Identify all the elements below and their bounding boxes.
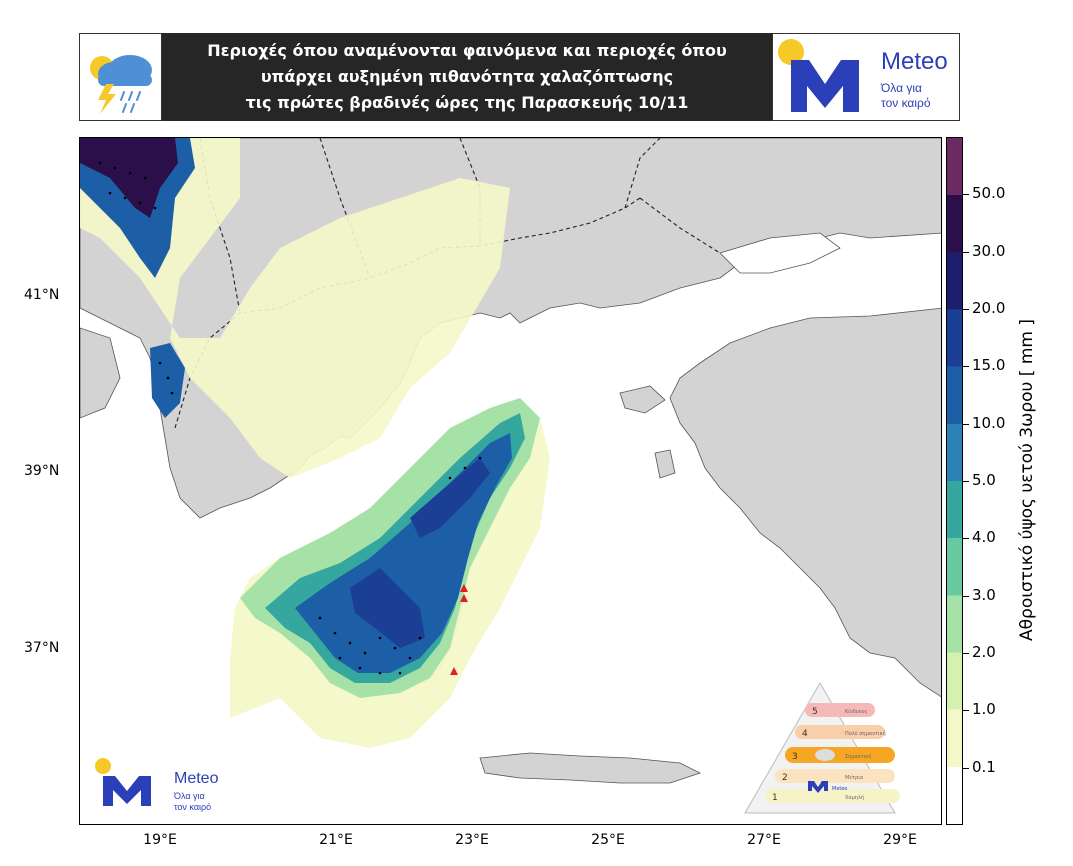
meteo-logo: Meteo Όλα για τον καιρό (772, 33, 960, 121)
lon-label-25e: 25°E (591, 832, 625, 848)
colorbar-tick-mark (963, 366, 969, 368)
colorbar-tick-mark (963, 423, 969, 425)
chios-island (654, 449, 676, 479)
extreme-rain-core-1 (410, 458, 490, 538)
colorbar-tick-label: 3.0 (972, 585, 996, 604)
colorbar-tick-label: 5.0 (972, 471, 996, 489)
italy-heel (80, 327, 121, 419)
scale-label-2: Πολύ σημαντική (845, 730, 886, 737)
colorbar-tick-label: 2.0 (972, 643, 996, 661)
scale-level-1: 1 (772, 793, 778, 803)
title-line-1: Περιοχές όπου αναμένονται φαινόμενα και … (207, 41, 727, 60)
lat-label-37n: 37°N (24, 640, 60, 656)
logo-tagline-2: τον καιρό (881, 96, 931, 110)
colorbar-tick-mark (963, 481, 969, 482)
scale-level-4: 4 (802, 729, 808, 739)
colorbar-tick-mark (963, 194, 969, 196)
colorbar-tick-label: 0.1 (972, 757, 996, 776)
crete-island (479, 752, 702, 784)
colorbar-tick-label: 15.0 (972, 356, 1006, 375)
turkey-anatolia (669, 307, 941, 698)
title-line-3: τις πρώτες βραδινές ώρες της Παρασκευής … (245, 93, 689, 112)
lesvos-island (619, 385, 666, 414)
colorbar-tick-mark (963, 538, 969, 540)
scale-level-2: 2 (782, 773, 788, 783)
ionian-rain-cell (150, 343, 185, 418)
colorbar-tick-mark (963, 653, 969, 654)
light-rain-area-west (80, 138, 510, 478)
colorbar-tick-label: 10.0 (972, 413, 1006, 432)
precipitation-map: 5 4 3 2 1 Κίνδυνος Πολύ σημαντική Σημαντ… (79, 137, 942, 825)
thunderstorm-cloud-icon (90, 55, 152, 114)
colorbar-tick-mark (963, 710, 969, 712)
lon-label-23e: 23°E (455, 832, 489, 848)
hail-probability-dots (98, 161, 482, 675)
scale-label-1: Κίνδυνος (845, 708, 868, 715)
scale-label-4: Μέτρια (845, 774, 864, 781)
map-logo-brand: Meteo (174, 770, 219, 787)
scale-meteo-logo-icon (808, 781, 828, 793)
colorbar-tick-mark (963, 251, 969, 253)
map-meteo-logo-icon (95, 758, 151, 806)
colorbar-title: Αθροιστικό ύψος υετού 3ωρου [ mm ] (1017, 319, 1037, 641)
map-logo-tagline-2: τον καιρό (174, 802, 212, 812)
colorbar-tick-mark (963, 767, 969, 769)
hail-markers (450, 584, 468, 675)
meteo-m-logo-icon (778, 39, 859, 112)
lat-label-41n: 41°N (24, 287, 60, 303)
logo-brand: Meteo (881, 48, 948, 75)
lon-label-27e: 27°E (747, 832, 781, 848)
lon-label-29e: 29°E (883, 832, 917, 848)
scale-level-3: 3 (792, 752, 798, 762)
colorbar-tick-mark (963, 595, 969, 597)
scale-level-5: 5 (812, 707, 818, 717)
precipitation-colorbar (946, 137, 963, 825)
lat-label-39n: 39°N (24, 463, 60, 479)
scale-label-3: Σημαντική (845, 753, 871, 760)
colorbar-tick-label: 20.0 (972, 299, 1006, 317)
weather-icon-box (79, 33, 162, 121)
lon-label-21e: 21°E (319, 832, 353, 848)
colorbar-tick-mark (963, 309, 969, 310)
scale-logo-text: Meteo (832, 786, 848, 792)
colorbar-tick-label: 50.0 (972, 184, 1006, 203)
lon-label-19e: 19°E (143, 832, 177, 848)
scale-cloud-icon (815, 749, 835, 761)
colorbar-tick-label: 30.0 (972, 241, 1006, 260)
extreme-rain-core-2 (350, 568, 425, 648)
title-line-2: υπάρχει αυξημένη πιθανότητα χαλαζόπτωσης (260, 67, 674, 86)
precipitation-fields (80, 138, 550, 748)
map-title: Περιοχές όπου αναμένονται φαινόμενα και … (162, 33, 772, 121)
logo-tagline-1: Όλα για (881, 81, 922, 95)
scale-label-5: Χαμηλή (845, 794, 864, 801)
colorbar-tick-label: 1.0 (972, 700, 996, 719)
map-canvas: 5 4 3 2 1 Κίνδυνος Πολύ σημαντική Σημαντ… (80, 138, 941, 814)
map-logo-tagline-1: Όλα για (174, 791, 205, 801)
colorbar-tick-label: 4.0 (972, 528, 996, 547)
warning-scale-graphic: 5 4 3 2 1 Κίνδυνος Πολύ σημαντική Σημαντ… (744, 681, 900, 814)
northwest-extreme-core (80, 138, 178, 218)
